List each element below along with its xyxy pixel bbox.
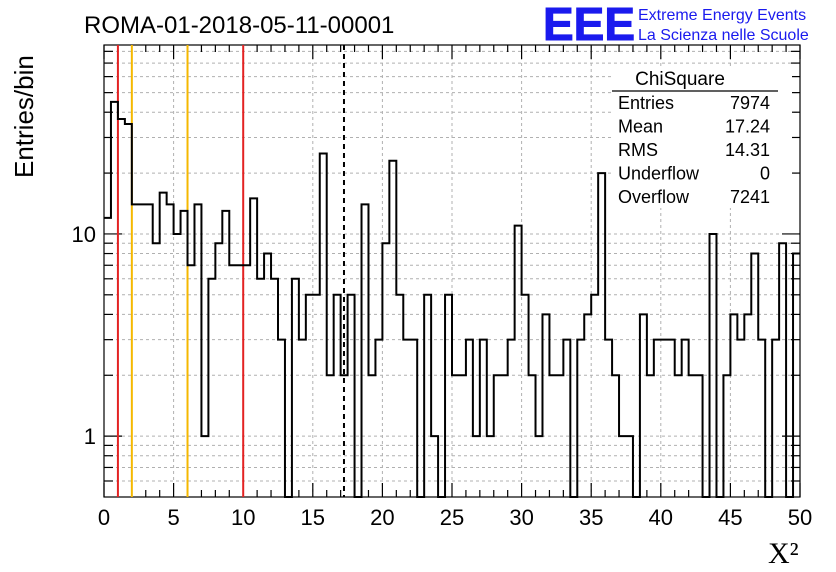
x-axis-label: X² <box>768 537 799 570</box>
eee-logo-text: EEE <box>543 0 635 50</box>
y-tick-label: 1 <box>84 424 96 449</box>
x-tick-label: 20 <box>370 505 394 530</box>
logo-line-2: La Scienza nelle Scuole <box>638 27 809 44</box>
stats-value: 17.24 <box>725 117 770 137</box>
x-tick-label: 50 <box>788 505 812 530</box>
x-tick-label: 15 <box>301 505 325 530</box>
stats-box: ChiSquare Entries 7974 Mean 17.24 RMS 14.31 Un… <box>612 68 792 208</box>
x-axis: 0 5 10 15 20 25 30 35 40 45 50 <box>98 45 812 530</box>
logo-line-1: Extreme Energy Events <box>638 7 806 24</box>
stats-label: Entries <box>618 93 674 113</box>
stats-label: RMS <box>618 140 658 160</box>
stats-value: 7974 <box>730 93 770 113</box>
stats-label: Mean <box>618 117 663 137</box>
stats-value: 0 <box>760 164 770 184</box>
stats-label: Underflow <box>618 164 700 184</box>
x-tick-label: 0 <box>98 505 110 530</box>
stats-value: 14.31 <box>725 140 770 160</box>
x-tick-label: 25 <box>440 505 464 530</box>
reference-lines <box>116 45 345 497</box>
histogram-line <box>104 100 800 498</box>
chart-title: ROMA-01-2018-05-11-00001 <box>84 12 394 39</box>
x-tick-label: 35 <box>579 505 603 530</box>
eee-logo: EEE Extreme Energy Events La Scienza nel… <box>543 0 809 51</box>
x-tick-label: 10 <box>231 505 255 530</box>
stats-title: ChiSquare <box>635 69 725 90</box>
x-tick-label: 45 <box>718 505 742 530</box>
stats-label: Overflow <box>618 187 690 207</box>
stats-value: 7241 <box>730 187 770 207</box>
y-tick-label: 10 <box>72 222 96 247</box>
x-tick-label: 40 <box>649 505 673 530</box>
x-tick-label: 30 <box>509 505 533 530</box>
y-axis-label: Entries/bin <box>9 55 39 178</box>
x-tick-label: 5 <box>167 505 179 530</box>
